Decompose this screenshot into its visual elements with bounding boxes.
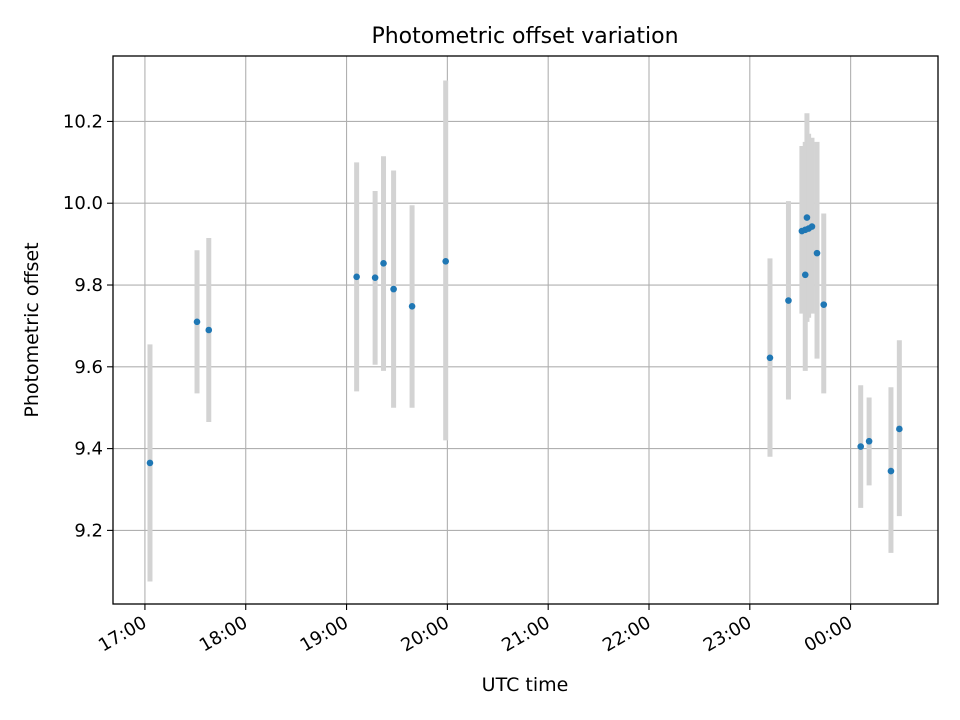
y-tick-label: 10.2 xyxy=(63,111,103,132)
y-tick-label: 9.4 xyxy=(74,439,103,460)
x-tick-label: 19:00 xyxy=(297,612,352,656)
data-point xyxy=(766,354,774,362)
data-point xyxy=(353,273,360,281)
y-tick-label: 9.8 xyxy=(74,275,103,296)
data-point xyxy=(820,301,828,308)
data-point xyxy=(146,459,154,467)
data-point xyxy=(408,302,416,310)
data-points xyxy=(146,214,903,475)
data-point xyxy=(896,425,903,433)
x-tick-label: 17:00 xyxy=(95,612,150,656)
data-point xyxy=(857,443,865,450)
data-point xyxy=(205,326,213,334)
data-point xyxy=(193,318,201,326)
x-tick-label: 20:00 xyxy=(397,612,452,656)
data-point xyxy=(808,223,816,230)
x-tick-label: 18:00 xyxy=(196,612,251,656)
y-tick-label: 9.2 xyxy=(74,520,103,541)
x-axis-ticks: 17:00 18:00 19:00 20:00 21:00 22:00 23:00 00:00 xyxy=(95,604,856,656)
data-point xyxy=(887,467,895,475)
y-axis-label: Photometric offset xyxy=(21,242,43,417)
data-point xyxy=(371,274,379,281)
data-point xyxy=(442,257,449,265)
data-point xyxy=(865,437,873,445)
x-tick-label: 22:00 xyxy=(599,612,654,656)
error-bars xyxy=(147,80,902,582)
y-axis-ticks: 9.2 9.4 9.6 9.8 10.0 10.2 xyxy=(63,111,113,541)
data-point xyxy=(801,271,809,279)
data-point xyxy=(785,297,792,304)
x-axis-label: UTC time xyxy=(482,674,569,696)
data-point xyxy=(803,214,811,221)
plot-area-frame xyxy=(112,55,939,605)
data-point xyxy=(813,249,821,257)
data-point xyxy=(390,285,397,293)
x-tick-label: 00:00 xyxy=(801,612,856,656)
y-tick-label: 10.0 xyxy=(63,193,103,214)
chart-title: Photometric offset variation xyxy=(371,24,678,49)
x-tick-label: 21:00 xyxy=(498,612,553,656)
data-point xyxy=(380,260,387,267)
y-tick-label: 9.6 xyxy=(74,357,103,378)
x-tick-label: 23:00 xyxy=(700,612,755,656)
